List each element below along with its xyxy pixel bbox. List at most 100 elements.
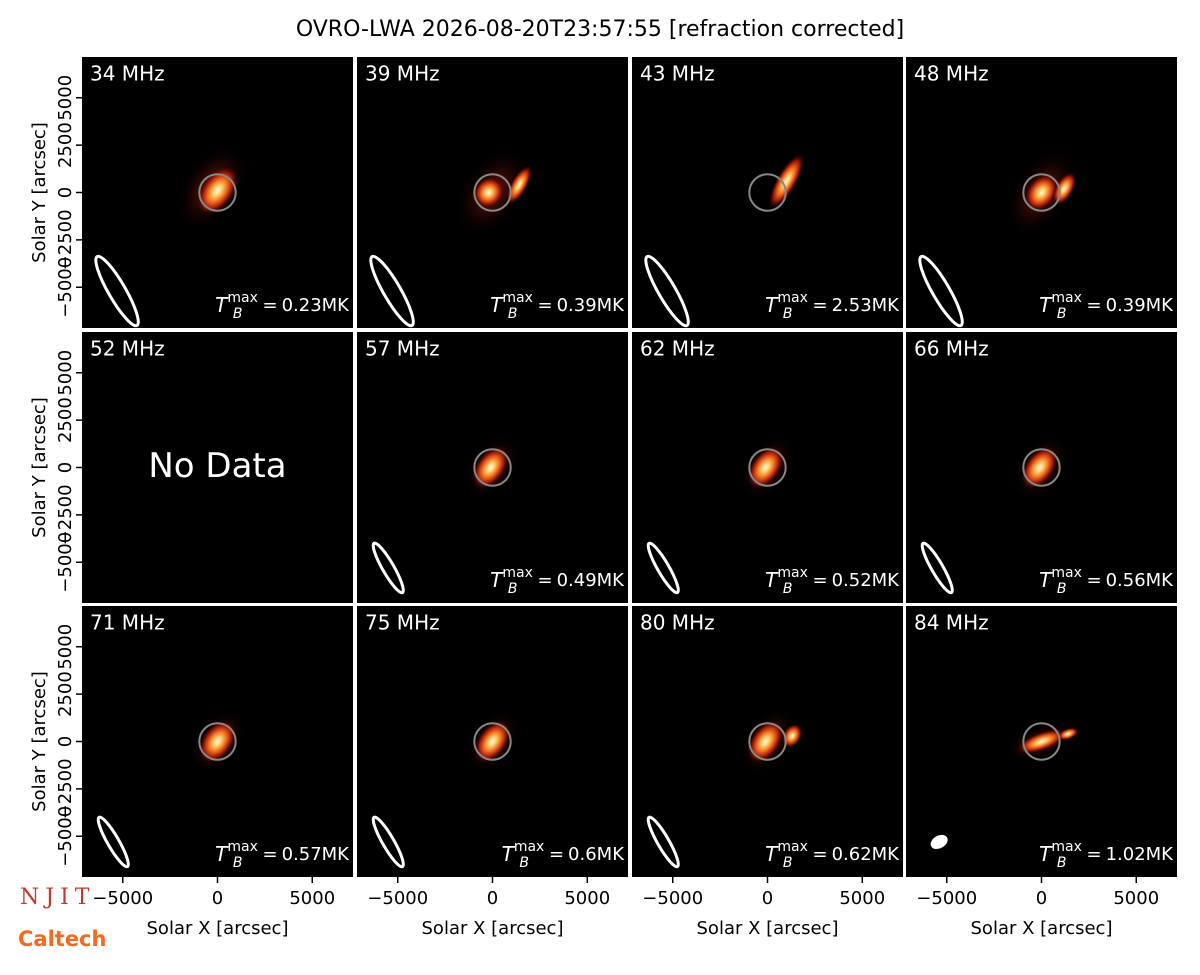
tb-part: max — [227, 839, 258, 855]
panel: 62 MHz Tmax B = 0.52MK — [632, 332, 903, 603]
panel: 39 MHz Tmax B = 0.39MK — [357, 57, 628, 328]
tb-part: = — [1086, 844, 1101, 865]
tb-part: B — [508, 306, 518, 322]
tb-part: T — [490, 568, 504, 592]
emission — [781, 723, 803, 749]
y-tick-label: 5000 — [55, 75, 76, 121]
tb-max: Tmax B = 0.56MK — [1039, 565, 1174, 597]
x-tick-label: 5000 — [839, 888, 885, 909]
y-axis-label: Solar Y [arcsec] — [29, 397, 50, 538]
tb-part: = — [812, 844, 827, 865]
emission — [1024, 173, 1059, 212]
emission — [472, 176, 505, 209]
tb-part: 0.23MK — [282, 295, 351, 316]
beam — [920, 541, 954, 595]
beam — [371, 541, 405, 595]
y-tick-label: −5000 — [55, 257, 76, 318]
tb-max: Tmax B = 1.02MK — [1039, 839, 1174, 871]
solar-limb — [748, 722, 787, 761]
solar-limb — [748, 173, 787, 212]
tb-part: 1.02MK — [1106, 844, 1175, 865]
radio-image — [767, 152, 805, 210]
tb-part: = — [1086, 295, 1101, 316]
solar-limb — [198, 722, 237, 761]
panel: 48 MHz Tmax B = 0.39MK — [906, 57, 1177, 328]
frequency-label: 39 MHz — [365, 62, 440, 86]
tb-part: B — [233, 306, 243, 322]
panel: 43 MHz Tmax B = 2.53MK — [632, 57, 903, 328]
tb-part: B — [1057, 855, 1067, 871]
y-axis-label: Solar Y [arcsec] — [29, 122, 50, 263]
beam — [646, 815, 680, 869]
tb-max: Tmax B = 0.6MK — [502, 839, 626, 871]
radio-image — [464, 709, 521, 774]
tb-part: T — [765, 842, 779, 866]
figure-title: OVRO-LWA 2026-08-20T23:57:55 [refraction… — [296, 17, 904, 42]
tb-part: B — [1057, 306, 1067, 322]
tb-part: = — [262, 295, 277, 316]
solar-limb — [748, 448, 787, 487]
frequency-label: 71 MHz — [90, 611, 165, 635]
x-axis-label: Solar X [arcsec] — [697, 918, 839, 939]
tb-part: 2.53MK — [832, 295, 901, 316]
frequency-label: 48 MHz — [914, 62, 989, 86]
panel: 66 MHz Tmax B = 0.56MK — [906, 332, 1177, 603]
y-tick-label: 2500 — [55, 122, 76, 168]
x-tick-label: 0 — [1036, 888, 1047, 909]
x-tick-label: 5000 — [1113, 888, 1159, 909]
y-tick-label: 0 — [55, 462, 76, 473]
tb-max: Tmax B = 0.57MK — [215, 839, 350, 871]
tb-part: max — [1051, 290, 1082, 306]
x-tick-label: −5000 — [916, 888, 977, 909]
emission — [471, 445, 510, 490]
tb-part: 0.6MK — [568, 844, 625, 865]
tb-part: max — [1051, 565, 1082, 581]
y-tick-label: −5000 — [55, 532, 76, 593]
tb-max: Tmax B = 0.49MK — [490, 565, 625, 597]
emission — [1057, 727, 1079, 741]
radio-image — [1005, 720, 1079, 763]
radio-image — [464, 435, 521, 500]
tb-part: T — [765, 293, 779, 317]
tb-max: Tmax B = 0.39MK — [490, 290, 625, 322]
beam — [918, 254, 964, 328]
emission — [767, 152, 805, 210]
x-tick-label: 0 — [487, 888, 498, 909]
radio-image — [738, 707, 803, 776]
emission — [473, 719, 512, 764]
x-axis-label: Solar X [arcsec] — [422, 918, 564, 939]
y-tick-label: −5000 — [55, 806, 76, 867]
tb-part: T — [1039, 842, 1053, 866]
tb-part: B — [1057, 581, 1067, 597]
beam — [369, 254, 415, 328]
tb-part: T — [215, 293, 229, 317]
tb-part: max — [1051, 839, 1082, 855]
beam — [646, 541, 680, 595]
y-tick-label: 0 — [55, 736, 76, 747]
solar-limb — [198, 173, 237, 212]
y-axis-label: Solar Y [arcsec] — [29, 671, 50, 812]
radio-image — [739, 435, 796, 500]
frequency-label: 34 MHz — [90, 62, 165, 86]
tb-max: Tmax B = 0.23MK — [215, 290, 350, 322]
solar-limb — [473, 173, 512, 212]
frequency-label: 62 MHz — [640, 337, 715, 361]
frequency-label: 84 MHz — [914, 611, 989, 635]
tb-part: B — [783, 855, 793, 871]
x-tick-label: 5000 — [289, 888, 335, 909]
tb-part: 0.39MK — [1106, 295, 1175, 316]
tb-part: T — [765, 568, 779, 592]
tb-max: Tmax B = 0.52MK — [765, 565, 900, 597]
frequency-label: 80 MHz — [640, 611, 715, 635]
tb-part: max — [502, 290, 533, 306]
x-tick-label: 5000 — [564, 888, 610, 909]
tb-max: Tmax B = 0.62MK — [765, 839, 900, 871]
beam — [371, 815, 405, 869]
tb-part: 0.49MK — [557, 570, 626, 591]
tb-part: B — [233, 855, 243, 871]
tb-part: = — [537, 295, 552, 316]
frequency-label: 57 MHz — [365, 337, 440, 361]
frequency-label: 66 MHz — [914, 337, 989, 361]
